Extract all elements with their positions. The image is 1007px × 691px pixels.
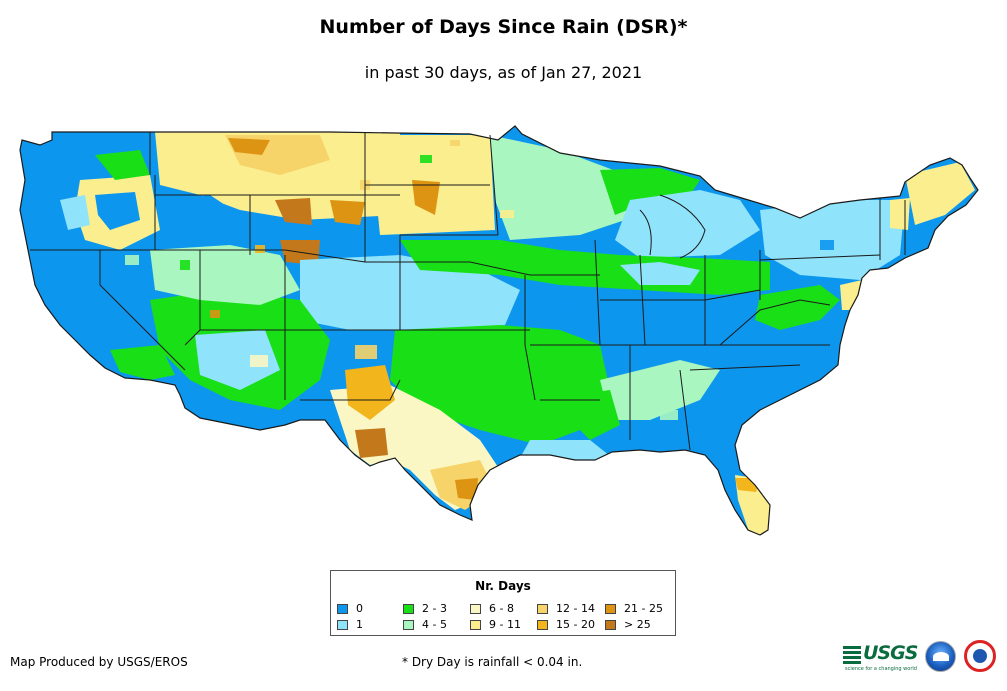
- dsr-map: [19, 125, 979, 536]
- legend-swatch: [537, 619, 548, 630]
- legend-label: 21 - 25: [624, 602, 663, 615]
- legend-title: Nr. Days: [475, 579, 531, 593]
- nws-emblem-icon: [973, 649, 987, 663]
- legend-label: > 25: [624, 618, 651, 631]
- credit-text: Map Produced by USGS/EROS: [10, 655, 188, 669]
- legend-swatch: [605, 619, 616, 630]
- legend-item-0: 0: [337, 602, 363, 615]
- usgs-wave-icon: [843, 646, 861, 666]
- noaa-bird-icon: [933, 652, 949, 661]
- map-title: Number of Days Since Rain (DSR)*: [319, 16, 688, 38]
- legend-label: 4 - 5: [422, 618, 447, 631]
- legend-label: 12 - 14: [556, 602, 595, 615]
- legend-item-5: 9 - 11: [470, 618, 521, 631]
- legend-swatch: [403, 619, 414, 630]
- legend-item-3: 4 - 5: [403, 618, 447, 631]
- legend-item-9: > 25: [605, 618, 651, 631]
- nws-logo: [964, 640, 996, 672]
- legend-swatch: [403, 603, 414, 614]
- legend-label: 6 - 8: [489, 602, 514, 615]
- legend-label: 15 - 20: [556, 618, 595, 631]
- legend-label: 1: [356, 618, 363, 631]
- legend-item-8: 21 - 25: [605, 602, 663, 615]
- noaa-logo: noaa: [925, 641, 956, 672]
- legend-item-7: 15 - 20: [537, 618, 595, 631]
- legend-swatch: [605, 603, 616, 614]
- usgs-logo: USGS science for a changing world: [843, 642, 918, 672]
- legend-swatch: [470, 603, 481, 614]
- dsr-color-field: [20, 126, 978, 535]
- state-boundaries: [19, 125, 979, 536]
- legend-swatch: [337, 603, 348, 614]
- legend-swatch: [470, 619, 481, 630]
- map-subtitle: in past 30 days, as of Jan 27, 2021: [364, 63, 643, 82]
- legend-item-6: 12 - 14: [537, 602, 595, 615]
- legend-swatch: [537, 603, 548, 614]
- legend-label: 0: [356, 602, 363, 615]
- legend-label: 9 - 11: [489, 618, 521, 631]
- legend-item-2: 2 - 3: [403, 602, 447, 615]
- legend-item-4: 6 - 8: [470, 602, 514, 615]
- legend-swatch: [337, 619, 348, 630]
- footnote-text: * Dry Day is rainfall < 0.04 in.: [402, 655, 583, 669]
- usgs-tagline: science for a changing world: [845, 666, 917, 672]
- noaa-logo-text: noaa: [933, 655, 948, 661]
- legend-item-1: 1: [337, 618, 363, 631]
- legend-label: 2 - 3: [422, 602, 447, 615]
- usgs-logo-text: USGS: [863, 642, 918, 664]
- legend: Nr. Days 0 1 2 - 3 4 - 5 6 - 8 9 - 11 12…: [330, 570, 676, 636]
